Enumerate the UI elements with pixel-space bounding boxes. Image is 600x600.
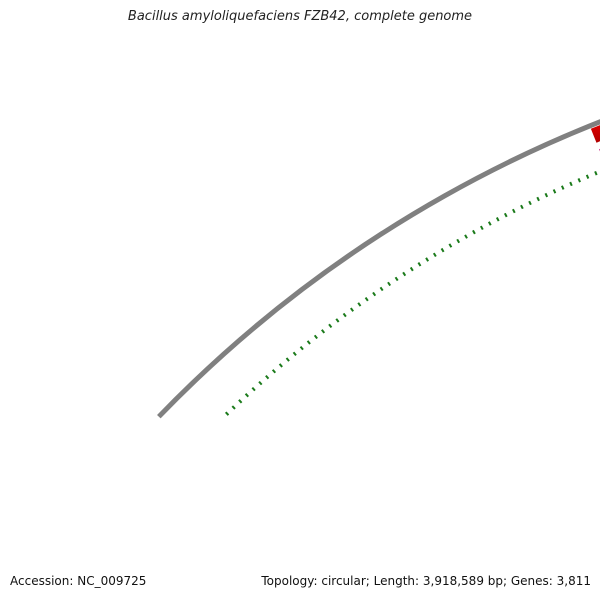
inner-scale-tick	[328, 323, 333, 329]
inner-scale-tick	[569, 181, 573, 187]
inner-scale-tick	[544, 192, 549, 198]
gene-track	[590, 80, 600, 152]
inner-scale-tick	[258, 380, 263, 386]
inner-scale-tick	[251, 386, 256, 392]
inner-scale-tick	[594, 170, 598, 176]
inner-scale-tick	[512, 208, 516, 214]
inner-scale-tick	[409, 266, 414, 272]
inner-scale-tick	[536, 196, 540, 202]
inner-scale-tick	[417, 262, 422, 267]
inner-scale-tick	[313, 334, 318, 340]
inner-scale-tick	[224, 411, 230, 416]
accession-label: Accession: NC_009725	[10, 574, 147, 588]
inner-scale-tick	[306, 340, 311, 345]
scale-ruler: 1689 kbp1690 kbp1691 kbp1692 kbp1693 kbp…	[224, 170, 598, 416]
inner-scale-tick	[342, 312, 347, 318]
inner-scale-tick	[528, 200, 532, 206]
inner-scale-tick	[585, 174, 590, 179]
inner-scale-tick	[292, 351, 297, 357]
inner-scale-tick	[335, 318, 340, 323]
inner-scale-tick	[472, 229, 476, 235]
inner-scale-tick	[552, 189, 557, 194]
inner-scale-tick	[425, 257, 430, 262]
inner-scale-tick	[402, 271, 407, 277]
inner-scale-tick	[560, 185, 565, 190]
inner-scale-tick	[364, 297, 369, 302]
inner-scale-tick	[495, 217, 500, 222]
inner-scale-tick	[379, 286, 384, 292]
inner-scale-tick	[394, 276, 399, 282]
inner-scale-tick	[440, 247, 445, 253]
genome-backbone	[157, 119, 600, 419]
inner-scale-tick	[520, 204, 524, 210]
inner-scale-tick	[271, 369, 277, 374]
inner-scale-tick	[456, 238, 461, 244]
inner-scale-tick	[577, 178, 581, 183]
inner-scale-tick	[357, 302, 362, 307]
inner-scale-tick	[238, 399, 243, 404]
inner-scale-tick	[278, 363, 283, 368]
inner-scale-tick	[503, 212, 508, 218]
inner-scale-tick	[448, 243, 453, 248]
inner-scale-tick	[372, 291, 377, 297]
inner-scale-tick	[387, 281, 392, 287]
inner-scale-tick	[265, 374, 270, 380]
gene-red-long[interactable]	[590, 80, 600, 143]
inner-scale-tick	[285, 357, 290, 362]
inner-scale-tick	[231, 405, 236, 410]
inner-scale-tick	[487, 221, 492, 226]
inner-scale-tick	[432, 252, 437, 258]
map-title: Bacillus amyloliquefaciens FZB42, comple…	[127, 9, 473, 24]
genome-summary: Topology: circular; Length: 3,918,589 bp…	[261, 574, 591, 588]
inner-scale-tick	[299, 345, 304, 351]
inner-scale-tick	[480, 225, 484, 231]
inner-scale-tick	[464, 234, 468, 239]
inner-scale-tick	[244, 393, 250, 398]
inner-scale-tick	[321, 329, 326, 334]
inner-scale-tick	[350, 307, 354, 312]
